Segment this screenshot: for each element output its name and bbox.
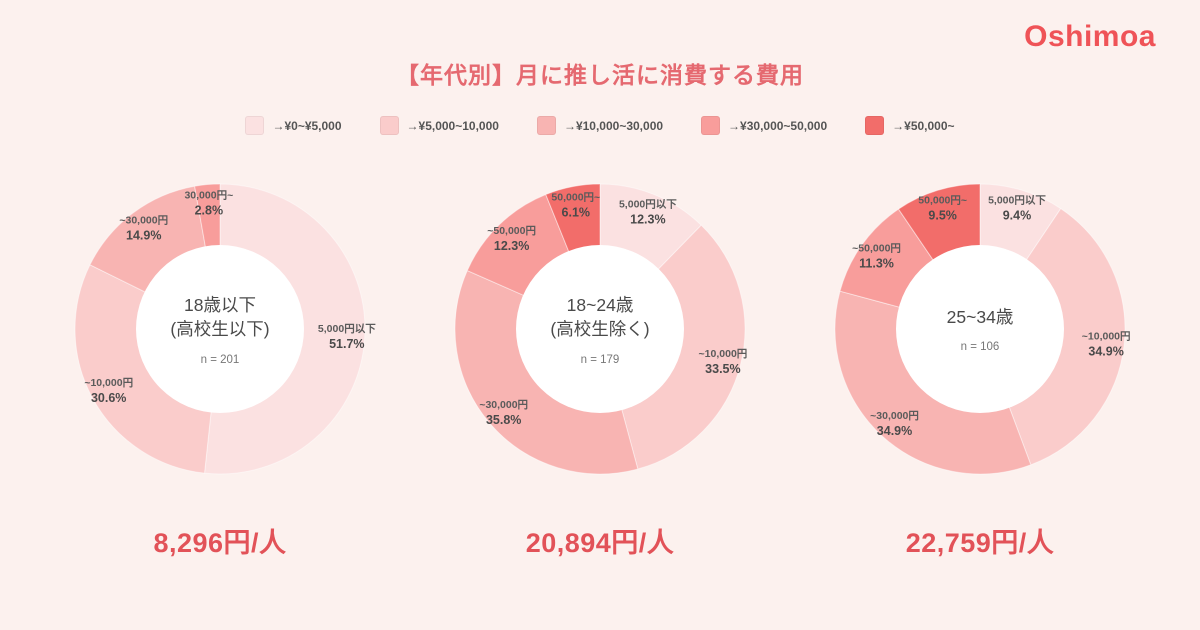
donut-hole	[516, 245, 684, 413]
legend-item: →¥30,000~50,000	[701, 116, 827, 135]
donut-svg: 5,000円以下 9.4% ~10,000円 34.9% ~30,000円 34.9% ~5…	[834, 183, 1131, 475]
slice-label: ~10,000円 33.5%	[699, 348, 748, 376]
slice-label: ~30,000円 35.8%	[479, 399, 528, 427]
slice-label: 5,000円以下 9.4%	[988, 194, 1046, 222]
charts-row: 5,000円以下 51.7% ~10,000円 30.6% ~30,000円 14.9% 3…	[0, 139, 1200, 560]
legend-item: →¥5,000~10,000	[379, 116, 499, 135]
donut-chart-25-34: 5,000円以下 9.4% ~10,000円 34.9% ~30,000円 34.9% ~5…	[790, 139, 1170, 560]
slice-label: ~50,000円 12.3%	[487, 225, 536, 253]
legend: →¥0~¥5,000 →¥5,000~10,000 →¥10,000~30,000 →…	[0, 116, 1200, 135]
slice-label: ~30,000円 34.9%	[870, 410, 919, 438]
legend-label: →¥30,000~50,000	[728, 118, 828, 133]
legend-swatch	[701, 116, 721, 135]
legend-label: →¥0~¥5,000	[272, 118, 342, 133]
slice-label: 5,000円以下 12.3%	[619, 198, 677, 226]
slice-label: ~10,000円 34.9%	[1082, 331, 1131, 359]
legend-label: →¥50,000~	[892, 118, 955, 133]
legend-item: →¥10,000~30,000	[536, 116, 664, 135]
chart-average: 22,759円/人	[905, 528, 1055, 558]
slice-label: ~30,000円 14.9%	[119, 214, 168, 242]
chart-average: 20,894円/人	[525, 528, 675, 558]
slice-label: ~50,000円 11.3%	[852, 242, 901, 270]
donut-svg: 5,000円以下 51.7% ~10,000円 30.6% ~30,000円 14.9% 3…	[74, 183, 376, 475]
brand-logo: Oshimoa	[1024, 20, 1156, 53]
slice-label: 30,000円~ 2.8%	[184, 189, 233, 217]
legend-swatch	[245, 116, 265, 135]
donut-chart-18-24: 5,000円以下 12.3% ~10,000円 33.5% ~30,000円 35.8% ~…	[410, 139, 790, 560]
legend-swatch	[865, 116, 885, 135]
slice-label: 50,000円~ 6.1%	[551, 191, 600, 219]
chart-average: 8,296円/人	[153, 528, 287, 558]
legend-item: →¥50,000~	[865, 116, 955, 135]
legend-item: →¥0~¥5,000	[245, 116, 342, 135]
donut-svg: 5,000円以下 12.3% ~10,000円 33.5% ~30,000円 35.8% ~…	[454, 183, 748, 475]
donut-hole	[136, 245, 304, 413]
slice-label: 50,000円~ 9.5%	[918, 195, 967, 223]
legend-label: →¥10,000~30,000	[563, 118, 664, 133]
slice-label: 5,000円以下 51.7%	[318, 323, 376, 351]
page-title: 【年代別】月に推し活に消費する費用	[396, 62, 804, 88]
donut-hole	[896, 245, 1064, 413]
donut-chart-under18: 5,000円以下 51.7% ~10,000円 30.6% ~30,000円 14.9% 3…	[30, 139, 410, 560]
legend-swatch	[379, 116, 399, 135]
legend-swatch	[536, 116, 556, 135]
legend-label: →¥5,000~10,000	[406, 118, 499, 133]
slice-label: ~10,000円 30.6%	[84, 377, 133, 405]
